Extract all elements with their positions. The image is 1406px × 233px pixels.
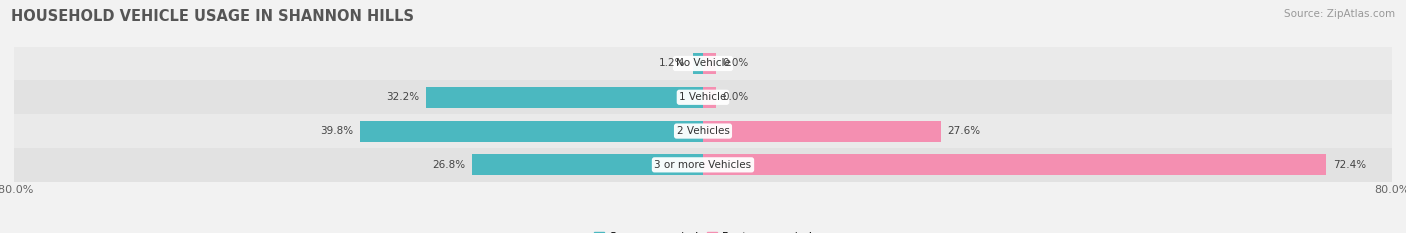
Bar <box>703 87 716 108</box>
Bar <box>14 47 1392 80</box>
Text: 1.2%: 1.2% <box>659 58 686 69</box>
Text: 27.6%: 27.6% <box>948 126 981 136</box>
Bar <box>14 148 1392 182</box>
Bar <box>14 80 1392 114</box>
Bar <box>472 154 703 175</box>
Bar <box>14 114 1392 148</box>
Bar <box>693 53 703 74</box>
Text: 3 or more Vehicles: 3 or more Vehicles <box>654 160 752 170</box>
Text: 32.2%: 32.2% <box>385 92 419 102</box>
Bar <box>703 154 1326 175</box>
Bar <box>426 87 703 108</box>
Legend: Owner-occupied, Renter-occupied: Owner-occupied, Renter-occupied <box>589 228 817 233</box>
Text: 0.0%: 0.0% <box>723 58 749 69</box>
Text: 26.8%: 26.8% <box>432 160 465 170</box>
Bar <box>360 121 703 141</box>
Text: HOUSEHOLD VEHICLE USAGE IN SHANNON HILLS: HOUSEHOLD VEHICLE USAGE IN SHANNON HILLS <box>11 9 415 24</box>
Text: No Vehicle: No Vehicle <box>675 58 731 69</box>
Text: 0.0%: 0.0% <box>723 92 749 102</box>
Bar <box>703 121 941 141</box>
Text: 72.4%: 72.4% <box>1333 160 1367 170</box>
Bar <box>703 53 716 74</box>
Text: 39.8%: 39.8% <box>321 126 353 136</box>
Text: Source: ZipAtlas.com: Source: ZipAtlas.com <box>1284 9 1395 19</box>
Text: 2 Vehicles: 2 Vehicles <box>676 126 730 136</box>
Text: 1 Vehicle: 1 Vehicle <box>679 92 727 102</box>
